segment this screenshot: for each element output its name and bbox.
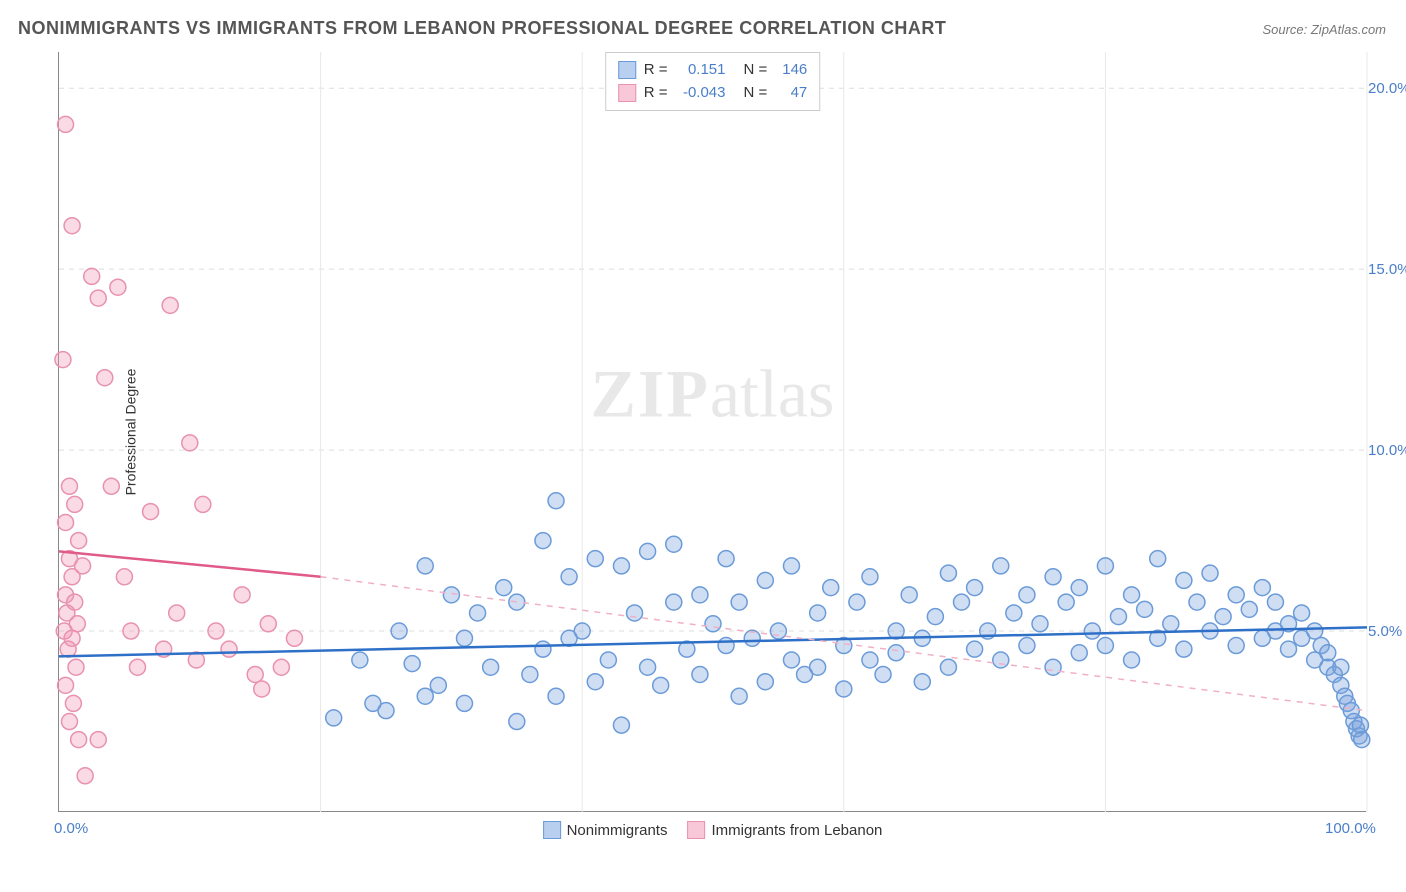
legend-swatch bbox=[618, 84, 636, 102]
stat-r-value: -0.043 bbox=[676, 82, 726, 105]
stat-n-value: 47 bbox=[775, 82, 807, 105]
legend-label: Immigrants from Lebanon bbox=[711, 822, 882, 839]
chart-svg bbox=[59, 52, 1366, 811]
stat-r-label: R = bbox=[644, 82, 668, 105]
legend-swatch bbox=[543, 821, 561, 839]
plot-area: Professional Degree ZIPatlas R =0.151N =… bbox=[58, 52, 1366, 812]
x-tick-label: 100.0% bbox=[1325, 820, 1376, 837]
legend-swatch bbox=[618, 61, 636, 79]
stat-r-label: R = bbox=[644, 59, 668, 82]
legend-item: Immigrants from Lebanon bbox=[687, 821, 882, 839]
legend-swatch bbox=[687, 821, 705, 839]
stat-n-value: 146 bbox=[775, 59, 807, 82]
stat-n-label: N = bbox=[744, 59, 768, 82]
legend-label: Nonimmigrants bbox=[567, 822, 668, 839]
stat-n-label: N = bbox=[744, 82, 768, 105]
x-tick-label: 0.0% bbox=[54, 820, 88, 837]
y-tick-label: 15.0% bbox=[1368, 261, 1406, 278]
stats-box: R = 0.151 N = 146 R = -0.043 N = 47 bbox=[605, 52, 821, 111]
stats-row: R = -0.043 N = 47 bbox=[618, 82, 808, 105]
chart-title: NONIMMIGRANTS VS IMMIGRANTS FROM LEBANON… bbox=[18, 18, 946, 39]
source-label: Source: ZipAtlas.com bbox=[1262, 22, 1386, 37]
stats-row: R = 0.151 N = 146 bbox=[618, 59, 808, 82]
y-tick-label: 5.0% bbox=[1368, 623, 1406, 640]
bottom-legend: Nonimmigrants Immigrants from Lebanon bbox=[543, 821, 883, 839]
y-tick-label: 20.0% bbox=[1368, 80, 1406, 97]
y-tick-label: 10.0% bbox=[1368, 442, 1406, 459]
chart-container: NONIMMIGRANTS VS IMMIGRANTS FROM LEBANON… bbox=[0, 0, 1406, 892]
legend-item: Nonimmigrants bbox=[543, 821, 668, 839]
stat-r-value: 0.151 bbox=[676, 59, 726, 82]
